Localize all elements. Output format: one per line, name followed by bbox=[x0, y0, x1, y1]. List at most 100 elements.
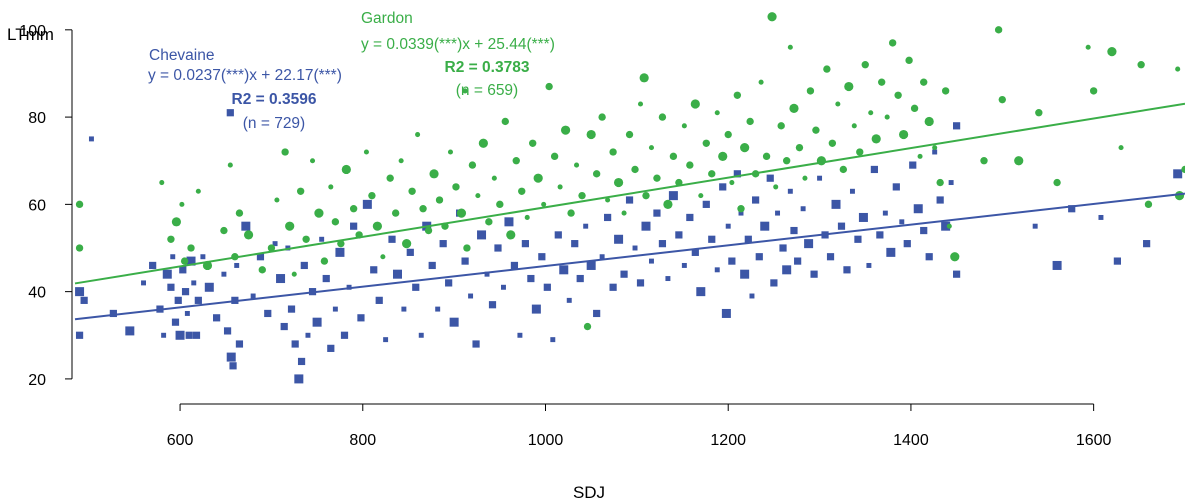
chevaine-point bbox=[886, 247, 896, 257]
chevaine-point bbox=[770, 279, 778, 287]
gardon-point bbox=[363, 149, 369, 155]
gardon-point bbox=[227, 162, 233, 168]
chevaine-point bbox=[936, 196, 944, 204]
chevaine-point bbox=[586, 260, 596, 270]
gardon-point bbox=[714, 110, 720, 116]
gardon-point bbox=[415, 132, 421, 138]
chevaine-annotation-r2: R2 = 0.3596 bbox=[232, 91, 317, 108]
gardon-point bbox=[613, 177, 624, 188]
gardon-point bbox=[560, 125, 571, 135]
gardon-point bbox=[733, 91, 742, 99]
chevaine-point bbox=[388, 235, 396, 243]
gardon-point bbox=[702, 139, 710, 147]
gardon-point bbox=[1107, 47, 1117, 57]
gardon-point bbox=[758, 79, 764, 85]
gardon-point bbox=[698, 193, 704, 199]
gardon-point bbox=[398, 158, 404, 164]
chevaine-point bbox=[593, 309, 601, 318]
x-tick-label: 800 bbox=[349, 432, 376, 449]
chevaine-point bbox=[559, 265, 569, 275]
chevaine-point bbox=[641, 221, 651, 231]
x-axis-title: SDJ bbox=[573, 483, 605, 502]
gardon-point bbox=[267, 244, 276, 252]
gardon-annotation-name: Gardon bbox=[361, 10, 413, 27]
chevaine-point bbox=[531, 304, 541, 314]
gardon-point bbox=[372, 221, 382, 231]
chevaine-point bbox=[620, 270, 628, 278]
chevaine-point bbox=[810, 270, 818, 278]
chevaine-point bbox=[109, 309, 117, 318]
chevaine-point bbox=[340, 331, 349, 339]
chevaine-point bbox=[75, 331, 84, 339]
chevaine-point bbox=[800, 206, 806, 212]
gardon-point bbox=[782, 157, 791, 165]
gardon-point bbox=[501, 117, 509, 126]
chevaine-point bbox=[953, 270, 961, 278]
chevaine-point bbox=[500, 284, 506, 290]
chevaine-point bbox=[204, 282, 214, 292]
gardon-point bbox=[920, 78, 928, 86]
gardon-point bbox=[899, 129, 909, 140]
chevaine-point bbox=[184, 310, 190, 316]
gardon-point bbox=[1181, 165, 1185, 174]
gardon-point bbox=[835, 101, 841, 107]
y-ticks: 20 40 60 80 100 bbox=[19, 23, 72, 389]
gardon-point bbox=[435, 196, 444, 204]
x-tick-label: 1000 bbox=[528, 432, 564, 449]
gardon-point bbox=[331, 218, 340, 226]
gardon-point bbox=[314, 208, 324, 218]
gardon-point bbox=[773, 184, 779, 190]
chevaine-point bbox=[229, 362, 237, 370]
chevaine-point bbox=[837, 222, 846, 230]
chevaine-point bbox=[543, 283, 551, 291]
chevaine-point bbox=[899, 219, 905, 225]
chevaine-point bbox=[686, 213, 694, 222]
gardon-point bbox=[609, 148, 617, 156]
gardon-point bbox=[1085, 44, 1091, 50]
chevaine-point bbox=[749, 293, 755, 299]
chevaine-point bbox=[477, 230, 487, 240]
gardon-point bbox=[586, 129, 596, 140]
chevaine-point bbox=[728, 257, 736, 265]
gardon-point bbox=[690, 99, 700, 109]
chevaine-point bbox=[175, 330, 185, 340]
chevaine-point bbox=[854, 235, 862, 243]
x-tick-label: 1600 bbox=[1076, 432, 1112, 449]
chevaine-point bbox=[504, 217, 514, 227]
chevaine-point bbox=[272, 241, 278, 247]
chevaine-point bbox=[708, 235, 716, 243]
chevaine-point bbox=[675, 231, 683, 239]
gardon-point bbox=[681, 123, 687, 129]
chevaine-point bbox=[668, 191, 678, 201]
chevaine-point bbox=[88, 136, 94, 142]
chevaine-point bbox=[913, 204, 923, 214]
gardon-point bbox=[462, 88, 468, 94]
gardon-point bbox=[349, 205, 358, 213]
chevaine-point bbox=[566, 297, 572, 303]
gardon-point bbox=[1118, 145, 1124, 151]
axes: 600 800 1000 1200 1400 1600 20 40 60 80 100 bbox=[19, 23, 1111, 449]
chevaine-point bbox=[550, 337, 556, 343]
chevaine-point bbox=[223, 327, 232, 335]
gardon-point bbox=[529, 139, 537, 147]
chevaine-point bbox=[1068, 205, 1076, 213]
chevaine-point bbox=[305, 332, 311, 338]
chevaine-point bbox=[75, 287, 85, 297]
chevaine-point bbox=[521, 240, 529, 248]
gardon-point bbox=[243, 230, 254, 240]
chevaine-point bbox=[1052, 260, 1062, 270]
chevaine-point bbox=[583, 223, 589, 229]
chevaine-point bbox=[161, 332, 167, 338]
gardon-point bbox=[998, 95, 1006, 104]
chevaine-point bbox=[831, 199, 841, 209]
chevaine-point bbox=[1098, 214, 1104, 220]
chevaine-point bbox=[576, 274, 584, 283]
x-tick-label: 1400 bbox=[893, 432, 929, 449]
chevaine-point bbox=[953, 122, 961, 130]
y-axis-title: LTmm bbox=[7, 25, 54, 44]
gardon-annotation: Gardon y = 0.0339(***)x + 25.44(***) R2 … bbox=[361, 10, 555, 99]
gardon-point bbox=[812, 126, 820, 134]
chevaine-point bbox=[527, 274, 535, 283]
gardon-point bbox=[936, 178, 944, 187]
chevaine-point bbox=[294, 374, 304, 384]
